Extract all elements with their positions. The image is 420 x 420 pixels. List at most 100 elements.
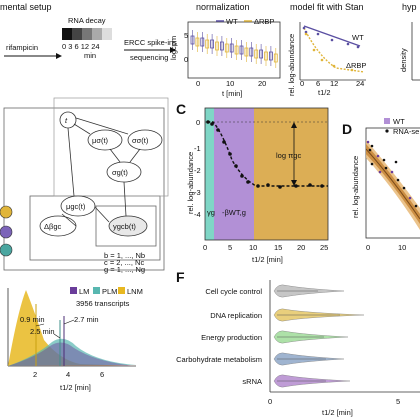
modelfit-xtick-0: 0 <box>300 79 304 88</box>
panel-d-point <box>384 166 388 170</box>
panel-d-xtick-10: 10 <box>398 243 406 252</box>
panel-e-legend-plm: PLM <box>102 287 117 296</box>
panel-e-lm-density <box>8 342 136 366</box>
panel-f-violins <box>273 284 365 388</box>
setup-rifampicin: rifampicin <box>6 43 38 52</box>
modelfit-wt-label: WT <box>352 33 364 42</box>
panel-e-xtick-4: 4 <box>66 370 70 379</box>
side-node-yellow <box>0 205 13 219</box>
node-sigma-g-label: σg(t) <box>112 168 128 177</box>
panel-e-transcripts: 3956 transcripts <box>76 299 130 308</box>
panel-c-xtick-10: 10 <box>249 243 257 252</box>
node-y-gcb-label: ygcb(t) <box>113 222 136 231</box>
modelfit-plot: WT ΔRBP rel. log-abundance 0 6 12 24 t1/… <box>287 22 366 97</box>
panel-c-point <box>266 183 270 187</box>
panel-c-xticks: 0 5 10 15 20 25 <box>203 243 328 252</box>
panel-d-points <box>366 140 418 208</box>
panel-e-annot-0: 0.9 min <box>20 315 45 324</box>
panel-e-legend-lnm-swatch <box>118 287 125 294</box>
panel-c-ytick-4: -4 <box>194 210 201 219</box>
panel-f-cat-2: Energy production <box>201 333 262 342</box>
node-mu-sigma <box>87 129 123 151</box>
panel-e-annot-1-pointer <box>53 333 61 339</box>
modelfit-wt-point <box>356 45 360 49</box>
panel-d-letter: D <box>342 121 352 137</box>
graph-edges <box>61 117 141 227</box>
modelfit-wt-point <box>302 26 306 30</box>
panel-d-legend-rna-swatch <box>385 129 389 133</box>
panel-e-legend-plm-swatch <box>93 287 100 294</box>
panel-d-band-inner <box>366 144 420 224</box>
setup-timepoints: 0 3 6 12 24 <box>62 42 100 51</box>
norm-box <box>195 37 200 47</box>
panel-c-point <box>246 180 250 184</box>
panel-e-xtick-2: 2 <box>33 370 37 379</box>
graphical-model: t μσ(t) σσ(t) σg(t) Δβgc μgc(t) ygcb(t) … <box>0 97 169 274</box>
plate-g-label: g = 1, ..., Ng <box>104 265 145 274</box>
modelfit-wt-point <box>316 32 320 36</box>
panel-c-gamma-region <box>205 108 214 240</box>
norm-box <box>190 35 195 45</box>
panel-c-pi-arrowhead-down <box>291 180 297 186</box>
modelfit-drbp-label: ΔRBP <box>346 61 366 70</box>
header-setup-title: mental setup <box>0 2 52 12</box>
panel-f-xtick-5: 5 <box>396 397 400 406</box>
panel-c: C log πgc γg -βWT,g rel. log-abundance 0… <box>176 101 329 264</box>
hyp-plot: density <box>399 22 420 81</box>
panel-c-ylabel: rel. log-abundance <box>186 152 195 214</box>
header-normalization-title: normalization <box>196 2 250 12</box>
panel-e-annot-0-pointer <box>35 323 45 327</box>
panel-f-cat-0: Cell cycle control <box>205 287 262 296</box>
panel-c-point <box>320 184 324 188</box>
panel-c-point <box>294 184 298 188</box>
panel-e-annot-1: 2.5 min <box>30 327 55 336</box>
panel-c-gamma-label: γg <box>207 208 215 217</box>
panel-c-xlabel: t1/2 [min] <box>252 255 283 264</box>
panel-d-point <box>368 148 372 152</box>
panel-d-point <box>390 170 394 174</box>
panel-c-point <box>222 140 226 144</box>
side-node-teal <box>0 243 13 257</box>
panel-c-xtick-25: 25 <box>320 243 328 252</box>
panel-c-log-pi-label: log πgc <box>276 151 301 160</box>
setup-sequencing: sequencing <box>130 53 168 62</box>
panel-f-letter: F <box>176 269 185 285</box>
panel-f-xlabel: t1/2 [min] <box>322 408 353 417</box>
norm-box <box>259 49 264 59</box>
panel-c-point <box>206 120 210 124</box>
modelfit-xtick-24: 24 <box>356 79 364 88</box>
panel-f-cat-1: DNA replication <box>210 311 262 320</box>
panel-e-annot-2-pointer <box>63 319 75 325</box>
panel-f-cat-3: Carbohydrate metabolism <box>176 355 262 364</box>
hyp-ylabel: density <box>399 48 408 72</box>
panel-d-point <box>408 196 412 200</box>
norm-box <box>264 51 268 61</box>
modelfit-drbp-point <box>304 32 308 36</box>
node-delta-beta-label: Δβgc <box>44 222 61 231</box>
panel-c-point <box>308 183 312 187</box>
panel-e-xlabel: t1/2 [min] <box>60 383 91 392</box>
panel-c-ytick-3: -3 <box>194 188 201 197</box>
panel-d-point <box>382 158 386 162</box>
panel-d-point <box>414 204 418 208</box>
panel-f: F Cell cycle control DNA replication Ene… <box>176 269 420 417</box>
modelfit-points <box>302 26 360 72</box>
setup-ercc: ERCC spike-ins <box>124 38 177 47</box>
panel-d-point <box>402 186 406 190</box>
modelfit-wt-point <box>330 38 334 42</box>
setup-panel: rifampicin RNA decay 0 3 6 12 24 min ERC… <box>4 16 177 62</box>
rifampicin-arrowhead <box>56 53 62 59</box>
node-y-gcb <box>108 215 148 237</box>
panel-c-ytick-2: -2 <box>194 166 201 175</box>
panel-f-xtick-0: 0 <box>268 397 272 406</box>
panel-c-xtick-15: 15 <box>274 243 282 252</box>
panel-d-legend-rna: RNA-se <box>393 127 419 136</box>
panel-c-point <box>228 152 232 156</box>
panel-e: LM PLM LNM 3956 transcripts 0.9 min 2.5 … <box>7 287 143 392</box>
node-sigma-sigma <box>127 129 163 151</box>
panel-e-annot-2: 2.7 min <box>74 315 99 324</box>
panel-c-xtick-20: 20 <box>297 243 305 252</box>
node-t <box>59 111 77 129</box>
norm-box <box>200 37 205 47</box>
